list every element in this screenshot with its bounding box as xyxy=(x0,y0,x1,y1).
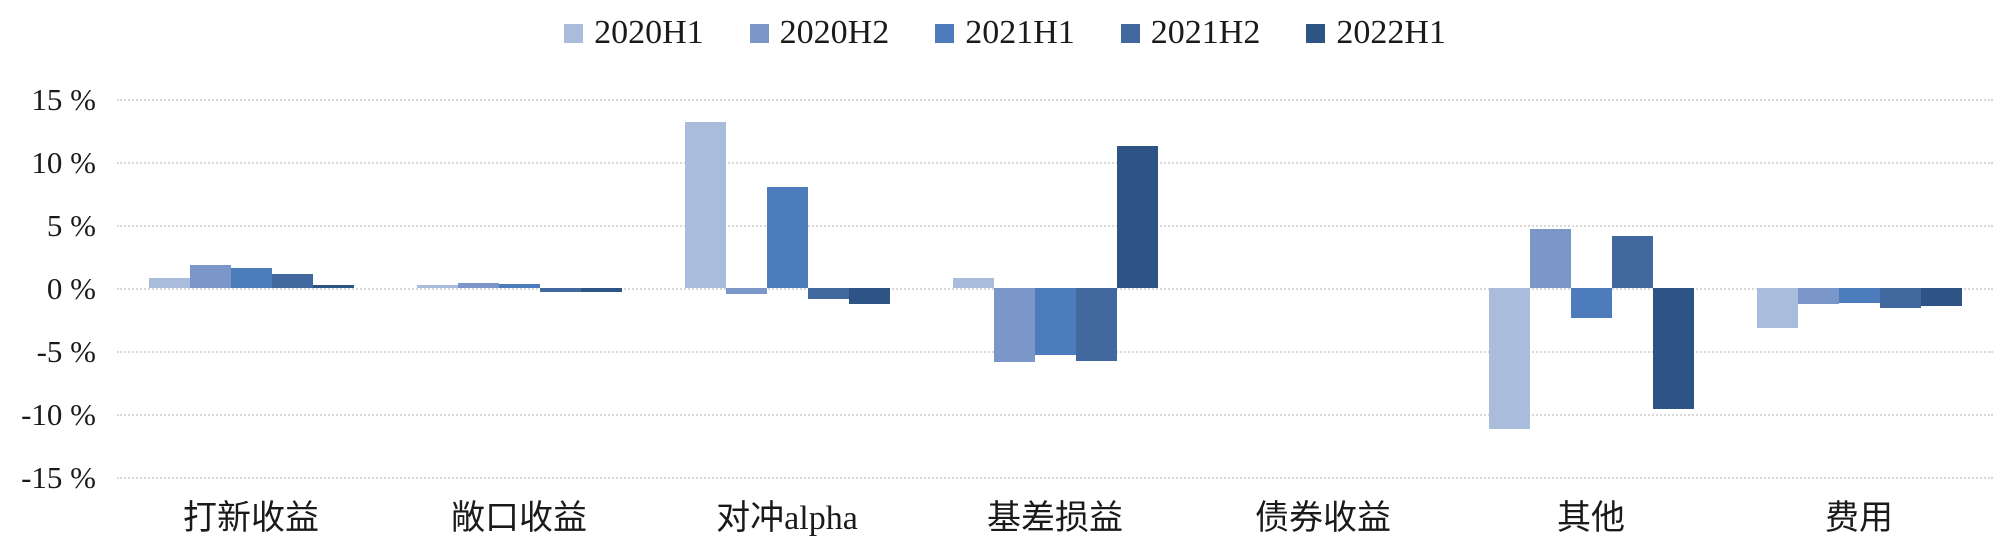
y-axis-tick-label: 10 % xyxy=(31,145,96,180)
x-axis-category-label: 基差损益 xyxy=(987,500,1123,537)
gridline xyxy=(117,225,1993,227)
y-axis-tick-label: 5 % xyxy=(46,208,96,243)
bar-2020H1-费用 xyxy=(1756,288,1798,329)
x-axis-category-label: 敞口收益 xyxy=(451,500,587,537)
bar-2021H1-敞口收益 xyxy=(498,284,540,288)
legend-swatch-icon xyxy=(1306,23,1326,43)
legend-item-2021H1: 2021H1 xyxy=(935,16,1075,50)
legend-item-2022H1: 2022H1 xyxy=(1306,16,1446,50)
bar-2021H2-打新收益 xyxy=(271,274,313,288)
bar-2022H1-基差损益 xyxy=(1116,145,1158,288)
bar-2021H2-费用 xyxy=(1879,288,1921,309)
legend-label: 2021H2 xyxy=(1150,14,1261,51)
bar-2020H2-费用 xyxy=(1797,288,1839,305)
bar-2021H2-对冲alpha xyxy=(807,288,849,300)
legend-item-2020H2: 2020H2 xyxy=(749,14,890,51)
x-axis-category-label: 对冲alpha xyxy=(716,500,858,537)
legend-item-2020H1: 2020H1 xyxy=(564,16,704,50)
gridline xyxy=(117,477,1993,479)
legend-swatch-icon xyxy=(935,23,955,43)
y-axis-tick-label: -5 % xyxy=(36,334,96,369)
bar-2020H1-基差损益 xyxy=(952,277,994,288)
legend-label: 2020H2 xyxy=(779,14,890,51)
y-axis-tick-label: 15 % xyxy=(31,82,96,117)
gridline xyxy=(117,162,1993,164)
bar-2021H1-打新收益 xyxy=(230,267,272,288)
bar-2022H1-其他 xyxy=(1652,288,1694,409)
chart-legend: 2020H1 2020H2 2021H1 2021H2 2022H1 xyxy=(0,16,2010,50)
bar-2021H1-费用 xyxy=(1838,288,1880,304)
bar-2022H1-敞口收益 xyxy=(580,288,622,292)
legend-item-2021H2: 2021H2 xyxy=(1120,14,1261,51)
y-axis-tick-label: -15 % xyxy=(21,460,96,495)
x-axis-category-label: 打新收益 xyxy=(183,500,319,537)
bar-2021H1-基差损益 xyxy=(1034,288,1076,355)
gridline xyxy=(117,414,1993,416)
bar-2021H1-对冲alpha xyxy=(766,187,808,288)
y-axis-tick-label: 0 % xyxy=(46,271,96,306)
bar-2020H1-打新收益 xyxy=(148,277,190,288)
bar-2020H2-敞口收益 xyxy=(457,282,499,288)
bar-2021H1-其他 xyxy=(1570,288,1612,319)
legend-label: 2022H1 xyxy=(1336,14,1446,51)
legend-swatch-icon xyxy=(564,23,584,43)
bar-2020H1-敞口收益 xyxy=(416,285,458,288)
legend-swatch-icon xyxy=(749,23,769,43)
bar-2020H2-对冲alpha xyxy=(725,288,767,295)
bar-2021H2-其他 xyxy=(1611,236,1653,288)
bar-2020H2-打新收益 xyxy=(189,265,231,288)
gridline xyxy=(117,99,1993,101)
bar-2020H2-基差损益 xyxy=(993,288,1035,363)
x-axis-category-label: 费用 xyxy=(1825,500,1893,537)
bar-2022H1-打新收益 xyxy=(312,285,354,288)
legend-label: 2020H1 xyxy=(594,14,704,51)
bar-2021H2-敞口收益 xyxy=(539,288,581,292)
y-axis-tick-label: -10 % xyxy=(21,397,96,432)
bar-2020H2-其他 xyxy=(1529,228,1571,288)
legend-swatch-icon xyxy=(1120,23,1140,43)
bar-2022H1-费用 xyxy=(1920,288,1962,306)
bar-2020H1-其他 xyxy=(1488,288,1530,430)
legend-label: 2021H1 xyxy=(965,14,1075,51)
bar-2020H1-对冲alpha xyxy=(684,121,726,288)
x-axis-category-label: 债券收益 xyxy=(1255,500,1391,537)
bar-2021H2-基差损益 xyxy=(1075,288,1117,362)
bar-2022H1-对冲alpha xyxy=(848,288,890,305)
x-axis-category-label: 其他 xyxy=(1557,500,1625,537)
